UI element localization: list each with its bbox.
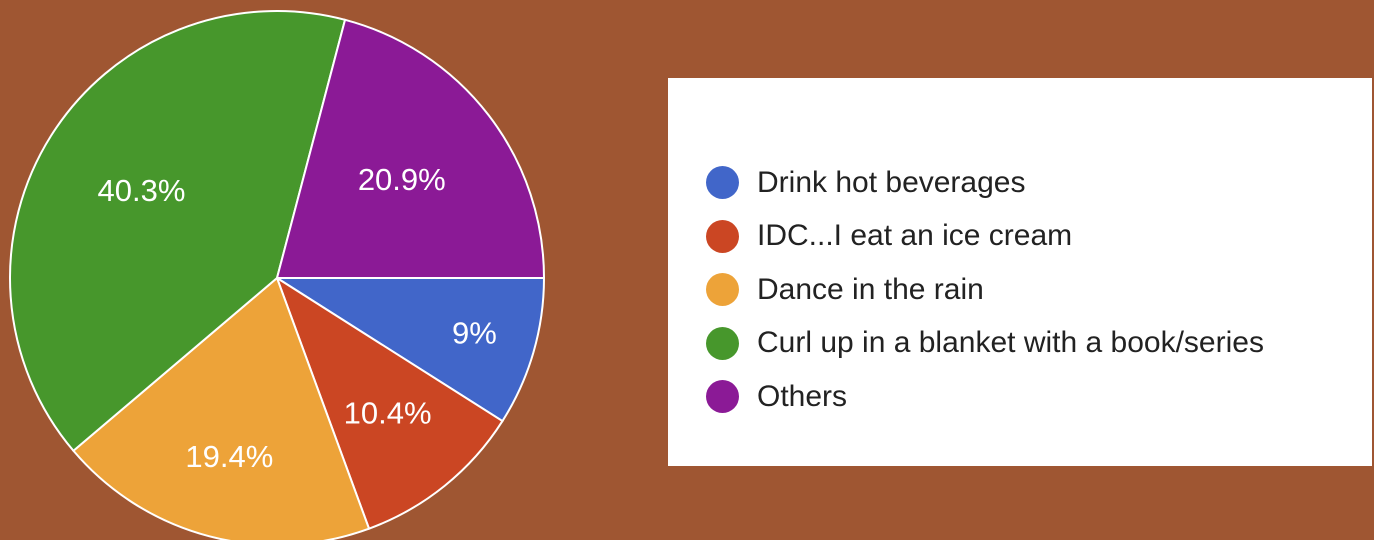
pie-slice-3 <box>9 10 347 453</box>
legend-item-ice-cream: IDC...I eat an ice cream <box>706 210 1264 264</box>
legend-label: Drink hot beverages <box>757 165 1026 199</box>
legend-label: Dance in the rain <box>757 272 984 306</box>
pie-slice-label-4: 20.9% <box>358 162 446 197</box>
pie-chart: 9% 10.4% 19.4% 40.3% 20.9% <box>9 10 546 540</box>
legend-swatch-green <box>706 326 739 360</box>
pie-slice-1 <box>275 275 504 530</box>
legend-item-others: Others <box>706 370 1264 424</box>
legend-swatch-orange <box>706 273 739 307</box>
pie-slice-label-3: 40.3% <box>98 173 186 208</box>
pie-slice-4 <box>275 18 546 279</box>
legend-item-dance-in-rain: Dance in the rain <box>706 263 1264 317</box>
pie-slice-label-0: 9% <box>452 316 497 351</box>
legend: Drink hot beverages IDC...I eat an ice c… <box>668 78 1372 466</box>
legend-label: Others <box>757 379 848 413</box>
legend-item-curl-up-blanket: Curl up in a blanket with a book/series <box>706 317 1264 371</box>
legend-label: IDC...I eat an ice cream <box>757 219 1073 253</box>
legend-label: Curl up in a blanket with a book/series <box>757 326 1264 360</box>
pie-slice-label-2: 19.4% <box>185 439 273 474</box>
legend-swatch-purple <box>706 380 739 414</box>
pie-slice-2 <box>72 276 371 540</box>
legend-swatch-red <box>706 219 739 253</box>
pie-slice-label-1: 10.4% <box>344 395 432 430</box>
legend-swatch-blue <box>706 166 739 200</box>
pie-slice-0 <box>273 277 546 423</box>
legend-list: Drink hot beverages IDC...I eat an ice c… <box>706 156 1264 424</box>
legend-item-drink-hot-beverages: Drink hot beverages <box>706 156 1264 210</box>
